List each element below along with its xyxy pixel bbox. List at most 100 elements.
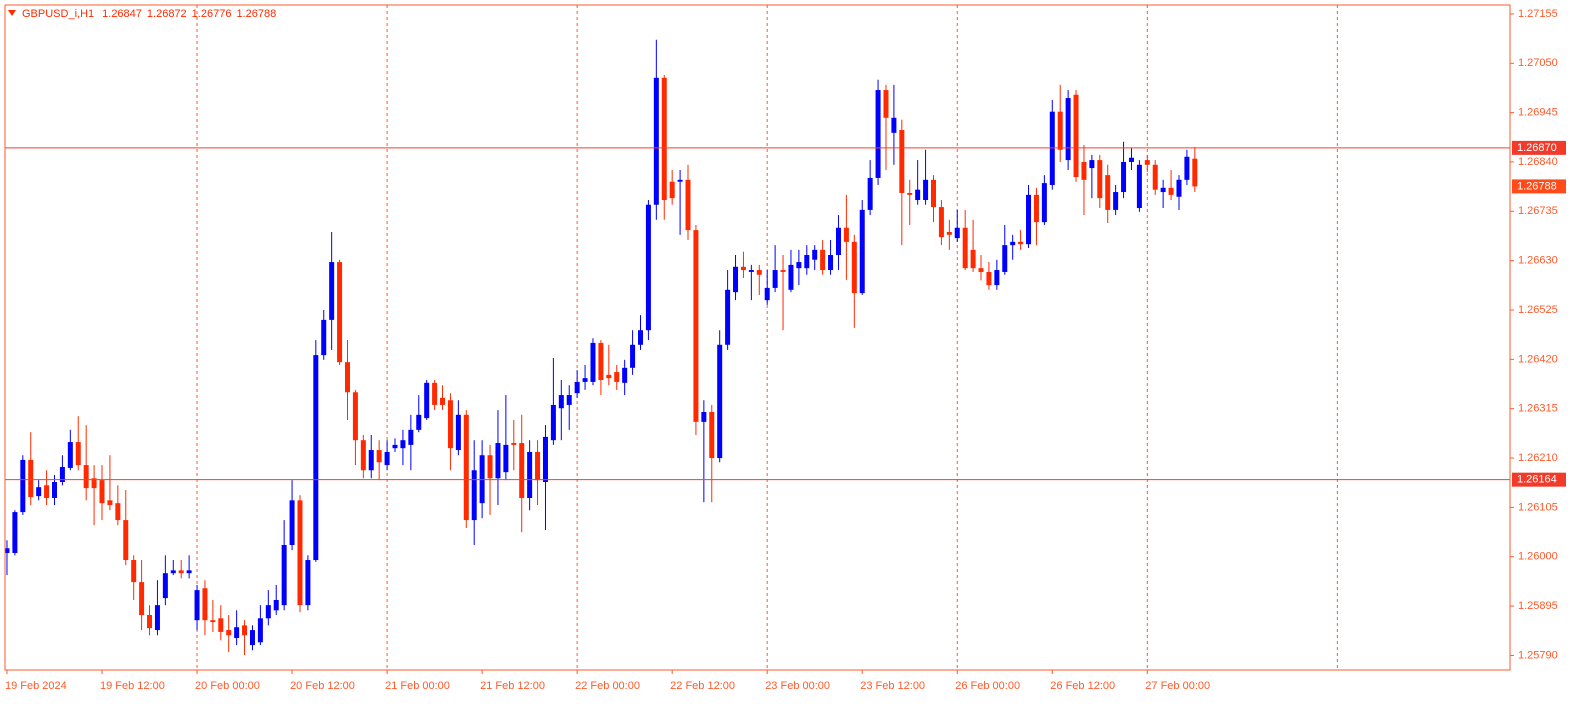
candle-body (740, 266, 746, 271)
candle-body (503, 444, 509, 473)
candle-body (764, 287, 770, 301)
candle-body (123, 520, 129, 561)
x-tick-label: 20 Feb 00:00 (195, 680, 260, 692)
y-tick-label: 1.26210 (1518, 452, 1558, 464)
candle-body (352, 392, 358, 441)
candle-body (946, 231, 952, 235)
candle-body (1113, 192, 1119, 210)
candle-body (344, 362, 350, 393)
candle-body (416, 414, 422, 430)
candle-body (447, 400, 453, 449)
candle-body (1176, 179, 1182, 197)
y-tick-label: 1.25895 (1518, 600, 1558, 612)
candle-body (313, 355, 319, 561)
candle-body (820, 249, 826, 271)
candle-body (44, 485, 50, 498)
current-price-box (1512, 179, 1566, 194)
candle-body (717, 344, 723, 459)
candle-body (376, 450, 382, 463)
candle-body (297, 500, 303, 606)
header-open: 1.26847 (102, 8, 142, 20)
candle-body (329, 262, 335, 320)
candle-body (170, 570, 176, 574)
y-tick-label: 1.25790 (1518, 649, 1558, 661)
candle-body (131, 560, 137, 583)
candle-body (519, 443, 525, 498)
candle-body (28, 459, 34, 498)
candle-body (487, 455, 493, 479)
candle-body (1128, 157, 1134, 162)
candle-body (582, 378, 588, 382)
candle-body (804, 255, 810, 269)
candle-body (1018, 241, 1024, 245)
candle-body (994, 270, 1000, 286)
candle-body (36, 487, 42, 497)
candle-body (923, 179, 929, 201)
candle-body (59, 466, 65, 483)
candle-body (495, 443, 501, 479)
candle-body (289, 500, 295, 545)
plot-frame (4, 4, 1511, 671)
candle-body (360, 440, 366, 471)
candle-body (91, 478, 97, 489)
candle-body (566, 395, 572, 405)
header-low: 1.26776 (192, 8, 232, 20)
candle-body (1065, 98, 1071, 161)
x-tick-label: 22 Feb 12:00 (670, 680, 735, 692)
candle-body (147, 615, 153, 629)
candle-body (645, 204, 651, 331)
y-tick-label: 1.26630 (1518, 255, 1558, 267)
level-label: 1.26870 (1517, 142, 1557, 154)
candle-body (1144, 160, 1150, 165)
candle-body (970, 249, 976, 269)
candle-body (186, 570, 192, 574)
candle-body (851, 241, 857, 294)
candle-body (653, 77, 659, 205)
candle-body (915, 189, 921, 201)
candle-body (202, 588, 208, 621)
y-tick-label: 1.26315 (1518, 403, 1558, 415)
candle-body (1033, 194, 1039, 223)
candle-body (321, 319, 327, 356)
candle-body (701, 411, 707, 422)
candle-body (780, 270, 786, 272)
candle-body (1105, 175, 1111, 210)
candle-body (835, 227, 841, 256)
candle-body (590, 342, 596, 382)
candle-body (1184, 156, 1190, 180)
candle-body (1097, 160, 1103, 199)
candle-body (178, 570, 184, 574)
candle-body (511, 443, 517, 445)
candle-body (67, 442, 73, 468)
header-arrow[interactable] (8, 10, 16, 16)
candle-body (194, 590, 200, 621)
candle-body (75, 442, 81, 466)
candle-body (606, 374, 612, 379)
level-label: 1.26164 (1517, 474, 1557, 486)
candle-body (843, 227, 849, 242)
candle-body (1081, 161, 1087, 180)
candle-body (725, 289, 731, 345)
header-close: 1.26788 (236, 8, 276, 20)
x-tick-label: 22 Feb 00:00 (575, 680, 640, 692)
y-tick-label: 1.26105 (1518, 501, 1558, 513)
candle-body (978, 268, 984, 272)
candle-body (265, 605, 271, 619)
candle-body (550, 404, 556, 441)
candle-body (669, 181, 675, 199)
candle-body (1121, 161, 1127, 193)
candle-body (709, 411, 715, 459)
candle-body (4, 548, 10, 553)
candle-body (226, 630, 232, 636)
candle-body (273, 599, 279, 611)
candle-body (1152, 164, 1158, 190)
candle-body (115, 503, 121, 521)
candle-body (614, 372, 620, 382)
x-tick-label: 19 Feb 2024 (5, 680, 67, 692)
candle-body (954, 227, 960, 239)
candle-body (938, 207, 944, 238)
candle-body (867, 177, 873, 210)
candle-body (1168, 187, 1174, 195)
